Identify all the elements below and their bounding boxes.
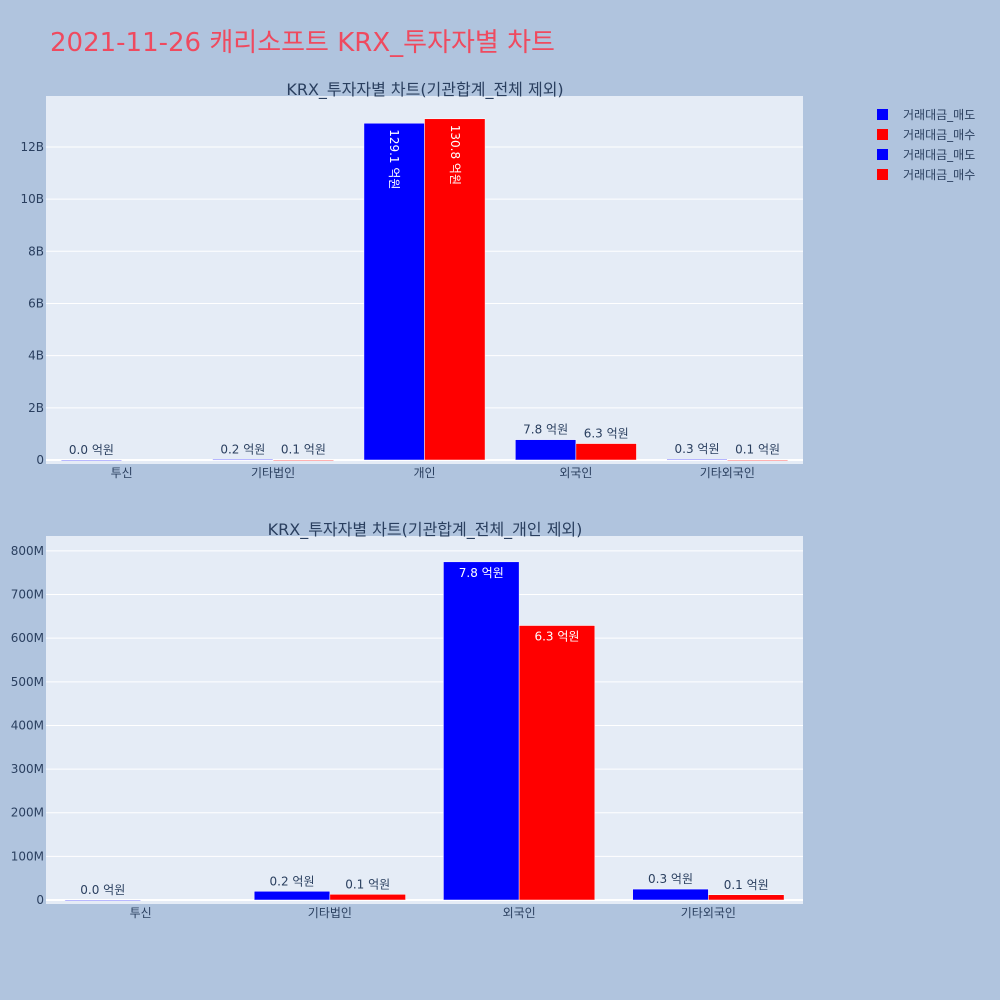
bar-buy [727, 459, 789, 461]
y-tick-label: 2B [28, 401, 44, 415]
bar-sell [443, 561, 520, 901]
legend-swatch [877, 129, 888, 140]
subplot-title: KRX_투자자별 차트(기관합계_전체_개인 제외) [268, 520, 583, 540]
legend-swatch [877, 149, 888, 160]
data-label: 0.3 억원 [675, 442, 720, 456]
x-tick-label: 외국인 [559, 466, 592, 480]
x-tick-label: 기타법인 [308, 906, 352, 920]
y-tick-label: 6B [28, 296, 44, 310]
data-label: 0.1 억원 [735, 443, 780, 457]
bar-buy [575, 443, 637, 461]
bar-buy [424, 118, 486, 461]
bar-sell [212, 459, 274, 461]
y-tick-label: 12B [20, 140, 44, 154]
data-label: 0.1 억원 [724, 878, 769, 892]
subplot-title: KRX_투자자별 차트(기관합계_전체 제외) [286, 80, 563, 100]
data-label: 7.8 억원 [459, 566, 504, 580]
data-label: 0.1 억원 [345, 877, 390, 891]
y-tick-label: 800M [11, 544, 44, 558]
data-label: 0.2 억원 [220, 442, 265, 456]
y-tick-label: 200M [11, 806, 44, 820]
data-label: 7.8 억원 [523, 423, 568, 437]
bar-sell [64, 899, 141, 902]
bar-sell [60, 459, 122, 462]
y-tick-label: 8B [28, 244, 44, 258]
bar-sell [515, 439, 577, 461]
bar-sell [666, 458, 728, 461]
legend-item: 거래대금_매수 [903, 128, 975, 142]
y-tick-label: 400M [11, 718, 44, 732]
y-tick-label: 100M [11, 849, 44, 863]
x-tick-label: 외국인 [503, 906, 536, 920]
legend-swatch [877, 109, 888, 120]
y-tick-label: 4B [28, 349, 44, 363]
x-tick-label: 기타외국인 [700, 466, 755, 480]
data-label: 6.3 억원 [534, 630, 579, 644]
y-tick-label: 0 [36, 893, 44, 907]
bar-buy [329, 894, 406, 901]
legend-swatch [877, 169, 888, 180]
page-title: 2021-11-26 캐리소프트 KRX_투자자별 차트 [50, 28, 555, 58]
x-tick-label: 투신 [130, 906, 152, 920]
plot-area-2 [46, 536, 803, 904]
legend-item: 거래대금_매도 [903, 148, 975, 162]
legend-item: 거래대금_매수 [903, 168, 975, 182]
x-tick-label: 기타외국인 [681, 906, 736, 920]
y-tick-label: 600M [11, 631, 44, 645]
data-label: 0.3 억원 [648, 872, 693, 886]
y-tick-label: 300M [11, 762, 44, 776]
data-label: 130.8 억원 [448, 125, 462, 185]
data-label: 0.0 억원 [69, 443, 114, 457]
bar-sell [253, 891, 331, 901]
legend-item: 거래대금_매도 [903, 108, 975, 122]
bar-sell [363, 122, 425, 461]
y-tick-label: 500M [11, 675, 44, 689]
bar-buy [708, 894, 785, 901]
x-tick-label: 기타법인 [251, 466, 295, 480]
data-label: 0.0 억원 [80, 883, 125, 897]
bar-buy [272, 459, 334, 461]
bar-sell [632, 888, 709, 901]
data-label: 6.3 억원 [584, 427, 629, 441]
x-tick-label: 투신 [111, 466, 133, 480]
y-tick-label: 700M [11, 588, 44, 602]
x-tick-label: 개인 [413, 466, 435, 480]
y-tick-label: 10B [20, 192, 44, 206]
bar-buy [518, 625, 596, 901]
data-label: 0.1 억원 [281, 443, 326, 457]
data-label: 129.1 억원 [387, 129, 401, 189]
data-label: 0.2 억원 [270, 874, 315, 888]
y-tick-label: 0 [36, 453, 44, 467]
